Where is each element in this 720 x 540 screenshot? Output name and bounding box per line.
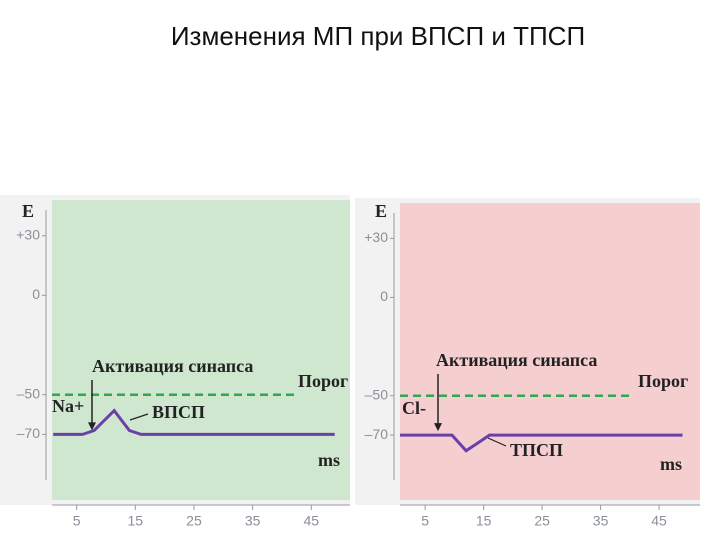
- y-tick-label: 0: [380, 288, 388, 304]
- y-tick-label: –70: [17, 425, 41, 441]
- y-tick-label: –70: [365, 426, 389, 442]
- x-tick-label: 25: [534, 513, 550, 529]
- y-axis-label: E: [22, 201, 34, 221]
- x-tick-label: 45: [303, 513, 319, 529]
- x-tick-label: 5: [73, 513, 81, 529]
- x-tick-label: 25: [186, 513, 202, 529]
- x-tick-label: 45: [651, 513, 667, 529]
- y-tick-label: +30: [364, 229, 388, 245]
- plot-area: [400, 203, 700, 500]
- annotation: Порог: [638, 371, 688, 391]
- response-pointer: [129, 413, 149, 421]
- arrow-head: [434, 423, 442, 432]
- annotation: ВПСП: [152, 402, 205, 422]
- x-tick-label: 15: [128, 513, 144, 529]
- annotation: Порог: [298, 371, 348, 391]
- response-pointer: [487, 437, 507, 447]
- potential-line: [400, 433, 683, 453]
- x-axis-label: ms: [660, 454, 682, 474]
- x-tick-label: 15: [476, 513, 492, 529]
- x-tick-label: 35: [593, 513, 609, 529]
- annotation: ТПСП: [510, 440, 563, 460]
- y-tick-label: +30: [16, 226, 40, 242]
- x-tick-label: 35: [245, 513, 261, 529]
- annotation: Активация синапса: [92, 356, 253, 376]
- arrow-head: [88, 422, 96, 431]
- annotation: Активация синапса: [436, 350, 597, 370]
- potential-line: [53, 408, 335, 436]
- y-tick-label: –50: [17, 385, 41, 401]
- x-axis-label: ms: [318, 450, 340, 470]
- x-tick-label: 5: [421, 513, 429, 529]
- plot-area: [52, 200, 350, 500]
- annotation: Cl-: [402, 398, 426, 418]
- y-tick-label: –50: [365, 386, 389, 402]
- y-axis-label: E: [375, 201, 387, 221]
- annotation: Na+: [52, 396, 84, 416]
- slide-title: Изменения МП при ВПСП и ТПСП: [171, 21, 585, 51]
- y-tick-label: 0: [32, 286, 40, 302]
